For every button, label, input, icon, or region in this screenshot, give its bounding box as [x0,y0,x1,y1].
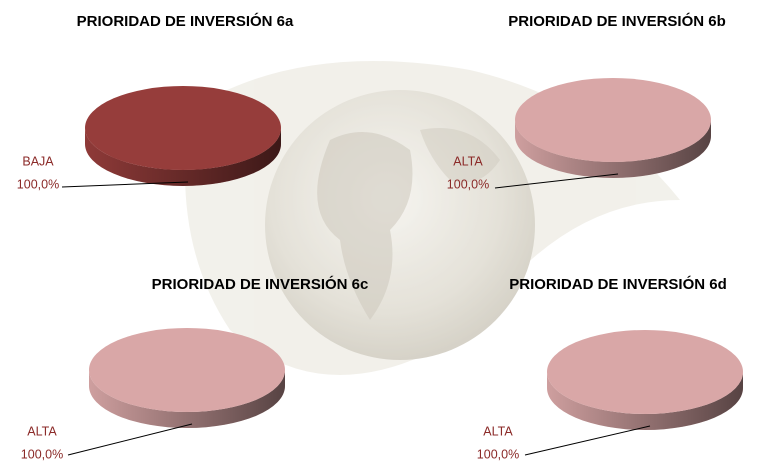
slice-category-label: BAJA [22,154,54,168]
pie-slice [547,330,743,414]
pie-slice [515,78,711,162]
chart-title: PRIORIDAD DE INVERSIÓN 6c [152,275,369,293]
leader-line [494,173,619,189]
slice-value-label: 100,0% [447,177,489,191]
pie-side-shade [515,120,711,178]
leader-line [524,425,651,456]
slice-value-label: 100,0% [21,447,63,461]
pie-side-shade [85,128,281,186]
leader-line [67,423,193,456]
slice-value-label: 100,0% [477,447,519,461]
pie-side-shade [89,370,285,428]
chart-title: PRIORIDAD DE INVERSIÓN 6a [77,12,294,30]
slice-category-label: ALTA [27,424,57,438]
pie-slice [85,86,281,170]
leader-line [61,181,189,188]
chart-title: PRIORIDAD DE INVERSIÓN 6d [509,275,727,293]
slice-value-label: 100,0% [17,177,59,191]
pie-side-shade [547,372,743,430]
slice-category-label: ALTA [453,154,483,168]
slice-category-label: ALTA [483,424,513,438]
pie-slice [89,328,285,412]
chart-title: PRIORIDAD DE INVERSIÓN 6b [508,12,726,30]
